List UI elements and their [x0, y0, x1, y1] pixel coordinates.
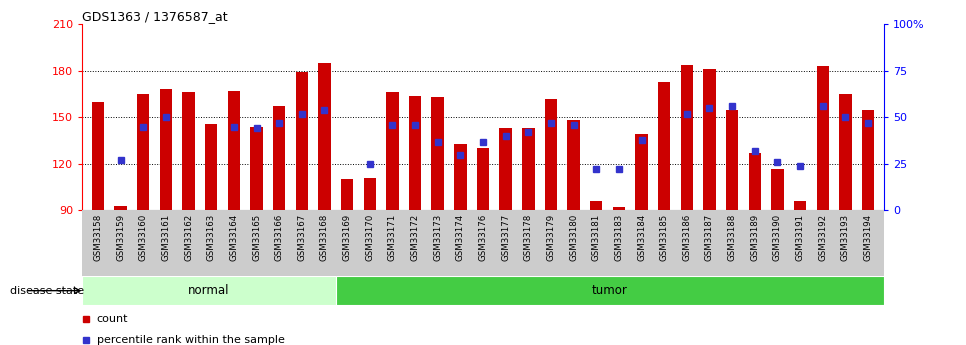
Bar	[612, 207, 625, 210]
Bar	[703, 69, 716, 210]
Bar	[228, 91, 241, 210]
Bar	[749, 153, 761, 210]
Text: GSM33164: GSM33164	[229, 214, 239, 261]
Text: GSM33189: GSM33189	[751, 214, 759, 261]
Bar	[681, 65, 693, 210]
Bar	[725, 110, 738, 210]
Text: GSM33162: GSM33162	[185, 214, 193, 261]
Text: GSM33160: GSM33160	[139, 214, 148, 261]
Text: GSM33165: GSM33165	[252, 214, 261, 261]
Text: GSM33187: GSM33187	[705, 214, 714, 261]
Text: GSM33161: GSM33161	[161, 214, 170, 261]
Text: GSM33176: GSM33176	[478, 214, 488, 261]
Bar	[636, 134, 648, 210]
Bar	[82, 276, 336, 305]
Bar	[296, 72, 308, 210]
Text: GSM33181: GSM33181	[592, 214, 601, 261]
Bar	[250, 127, 263, 210]
Bar	[590, 201, 603, 210]
Bar	[409, 96, 421, 210]
Bar	[658, 82, 670, 210]
Text: normal: normal	[188, 284, 230, 297]
Text: GSM33158: GSM33158	[94, 214, 102, 261]
Text: GSM33174: GSM33174	[456, 214, 465, 261]
Text: GSM33184: GSM33184	[637, 214, 646, 261]
Text: GDS1363 / 1376587_at: GDS1363 / 1376587_at	[82, 10, 228, 23]
Bar	[771, 169, 783, 210]
Bar	[816, 66, 829, 210]
Bar	[794, 201, 807, 210]
Bar	[341, 179, 354, 210]
Bar	[92, 102, 104, 210]
Text: GSM33170: GSM33170	[365, 214, 374, 261]
Bar	[522, 128, 534, 210]
Bar	[273, 106, 285, 210]
Bar	[567, 120, 580, 210]
Bar	[183, 92, 195, 210]
Text: GSM33185: GSM33185	[660, 214, 668, 261]
Text: GSM33167: GSM33167	[298, 214, 306, 261]
Text: GSM33186: GSM33186	[682, 214, 692, 261]
Text: GSM33193: GSM33193	[840, 214, 850, 261]
Text: disease state: disease state	[10, 286, 84, 296]
Text: GSM33171: GSM33171	[388, 214, 397, 261]
Text: GSM33180: GSM33180	[569, 214, 578, 261]
Text: GSM33190: GSM33190	[773, 214, 781, 261]
Bar	[862, 110, 874, 210]
Bar	[839, 94, 852, 210]
Bar	[363, 178, 376, 210]
Text: GSM33173: GSM33173	[433, 214, 442, 261]
Bar	[137, 94, 150, 210]
Text: GSM33166: GSM33166	[274, 214, 284, 261]
Text: GSM33194: GSM33194	[864, 214, 872, 261]
Text: GSM33172: GSM33172	[411, 214, 419, 261]
Bar	[499, 128, 512, 210]
Text: GSM33191: GSM33191	[796, 214, 805, 261]
Text: GSM33168: GSM33168	[320, 214, 329, 261]
Bar	[545, 99, 557, 210]
Text: tumor: tumor	[592, 284, 628, 297]
Bar	[205, 124, 217, 210]
Text: GSM33177: GSM33177	[501, 214, 510, 261]
Text: GSM33192: GSM33192	[818, 214, 827, 261]
Bar	[336, 276, 884, 305]
Text: GSM33159: GSM33159	[116, 214, 126, 261]
Text: GSM33183: GSM33183	[614, 214, 623, 261]
Bar	[159, 89, 172, 210]
Text: GSM33188: GSM33188	[727, 214, 737, 261]
Text: GSM33169: GSM33169	[343, 214, 352, 261]
Bar	[318, 63, 330, 210]
Bar	[114, 206, 127, 210]
Text: GSM33163: GSM33163	[207, 214, 215, 261]
Text: count: count	[97, 314, 128, 324]
Bar	[454, 144, 467, 210]
Bar	[386, 92, 399, 210]
Bar	[477, 148, 489, 210]
Bar	[432, 97, 444, 210]
Text: GSM33179: GSM33179	[547, 214, 555, 261]
Text: GSM33178: GSM33178	[524, 214, 533, 261]
Text: percentile rank within the sample: percentile rank within the sample	[97, 335, 284, 345]
